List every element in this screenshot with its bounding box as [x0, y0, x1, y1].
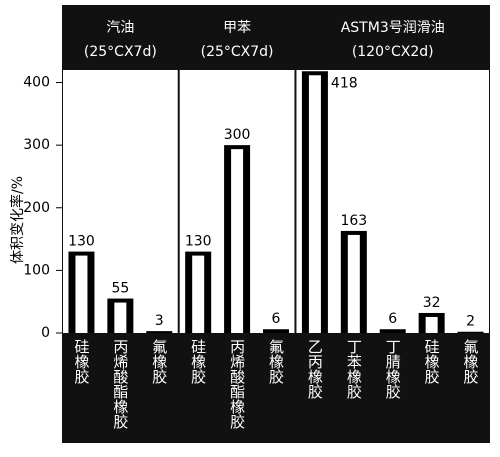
value-label: 3 [155, 313, 164, 329]
x-tick-label: 氟橡胶 [267, 339, 285, 385]
x-tick-label: 乙丙橡胶 [306, 339, 324, 400]
y-axis-label: 体积变化率/% [9, 176, 26, 264]
y-tick-label: 300 [23, 137, 50, 153]
bar-stripe [231, 149, 244, 333]
bar-stripe [75, 255, 88, 333]
bar-stripe [308, 75, 321, 333]
bar-stripe [114, 302, 127, 333]
x-tick-label: 硅橡胶 [72, 339, 90, 385]
value-label: 6 [272, 311, 281, 327]
panel-subtitle: (25°CX7d) [201, 44, 274, 60]
x-tick-label: 丁腈橡胶 [384, 339, 402, 400]
value-label: 418 [331, 75, 358, 91]
plot-area [296, 70, 489, 333]
panel-subtitle: (25°CX7d) [84, 44, 157, 60]
x-tick-label: 硅橡胶 [423, 339, 441, 385]
panel-subtitle: (120°CX2d) [352, 44, 434, 60]
y-tick-label: 0 [41, 325, 50, 341]
x-tick-label: 氟橡胶 [462, 339, 480, 385]
x-tick-label: 硅橡胶 [189, 339, 207, 385]
value-label: 300 [224, 127, 251, 143]
panel-title: ASTM3号润滑油 [341, 19, 445, 36]
value-label: 2 [466, 314, 475, 330]
value-label: 163 [340, 213, 367, 229]
value-label: 6 [388, 311, 397, 327]
bar-stripe [425, 316, 438, 333]
bar [146, 331, 173, 333]
y-tick-label: 200 [23, 200, 50, 216]
x-tick-label: 氟橡胶 [150, 339, 168, 385]
bar [379, 329, 406, 333]
x-tick-label: 丙烯酸酯橡胶 [228, 339, 246, 430]
panel-title: 甲苯 [223, 19, 251, 36]
x-tick-label: 丁苯橡胶 [345, 339, 363, 400]
bar-stripe [347, 234, 360, 333]
panel-title: 汽油 [106, 20, 134, 36]
bar-stripe [192, 255, 205, 333]
value-label: 130 [68, 234, 95, 250]
y-tick-label: 100 [23, 262, 50, 278]
value-label: 130 [185, 234, 212, 250]
bar [457, 331, 484, 333]
value-label: 32 [423, 295, 441, 311]
value-label: 55 [111, 281, 129, 297]
y-tick-label: 400 [23, 75, 50, 91]
bar [263, 329, 289, 333]
x-tick-label: 丙烯酸酯橡胶 [111, 339, 129, 430]
